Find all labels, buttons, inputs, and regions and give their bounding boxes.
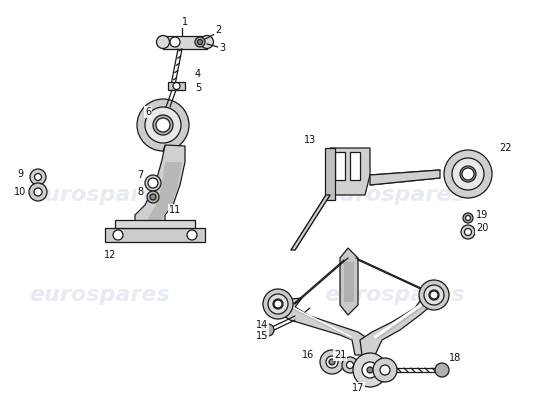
Polygon shape	[291, 195, 330, 250]
Polygon shape	[360, 292, 440, 355]
Circle shape	[465, 228, 471, 236]
Polygon shape	[370, 170, 440, 185]
Polygon shape	[168, 82, 185, 90]
Text: 22: 22	[499, 143, 512, 153]
Circle shape	[320, 350, 344, 374]
Polygon shape	[330, 148, 370, 195]
Text: eurospares: eurospares	[324, 285, 465, 305]
Circle shape	[197, 40, 202, 44]
Ellipse shape	[273, 299, 283, 309]
Text: 4: 4	[195, 69, 201, 79]
Text: eurospares: eurospares	[30, 285, 170, 305]
Circle shape	[29, 183, 47, 201]
Text: 3: 3	[219, 43, 225, 53]
Text: 20: 20	[476, 223, 488, 233]
Ellipse shape	[153, 115, 173, 135]
Text: 8: 8	[137, 187, 143, 197]
Circle shape	[170, 37, 180, 47]
Circle shape	[463, 213, 473, 223]
Text: eurospares: eurospares	[324, 185, 465, 205]
Circle shape	[173, 82, 180, 90]
Text: 11: 11	[169, 205, 181, 215]
Ellipse shape	[145, 107, 181, 143]
Circle shape	[373, 358, 397, 382]
Circle shape	[195, 37, 205, 47]
Text: 21: 21	[334, 350, 346, 360]
Polygon shape	[340, 248, 358, 315]
Circle shape	[34, 188, 42, 196]
Polygon shape	[344, 262, 354, 302]
Circle shape	[465, 216, 470, 220]
Ellipse shape	[429, 290, 439, 300]
Circle shape	[342, 357, 358, 373]
Text: 5: 5	[195, 83, 201, 93]
Text: 15: 15	[256, 331, 268, 341]
Ellipse shape	[419, 280, 449, 310]
Circle shape	[113, 230, 123, 240]
Text: 9: 9	[17, 169, 23, 179]
Circle shape	[461, 225, 475, 239]
Circle shape	[156, 118, 170, 132]
Text: 10: 10	[14, 187, 26, 197]
Circle shape	[148, 178, 158, 188]
Circle shape	[329, 359, 335, 365]
Circle shape	[150, 194, 156, 200]
Text: 19: 19	[476, 210, 488, 220]
Circle shape	[35, 174, 41, 180]
Ellipse shape	[268, 294, 288, 314]
Circle shape	[435, 363, 449, 377]
Circle shape	[145, 175, 161, 191]
Circle shape	[262, 324, 274, 336]
Circle shape	[353, 353, 387, 387]
Circle shape	[274, 300, 282, 308]
Text: 18: 18	[449, 353, 461, 363]
Circle shape	[187, 230, 197, 240]
Ellipse shape	[460, 166, 476, 182]
Text: 6: 6	[145, 107, 151, 117]
Text: 14: 14	[256, 320, 268, 330]
Polygon shape	[325, 148, 335, 200]
Text: 12: 12	[104, 250, 116, 260]
Polygon shape	[272, 298, 370, 355]
Ellipse shape	[263, 289, 293, 319]
Circle shape	[147, 191, 159, 203]
Ellipse shape	[157, 36, 169, 48]
Polygon shape	[163, 36, 207, 49]
Text: 2: 2	[215, 25, 221, 35]
Ellipse shape	[444, 150, 492, 198]
Bar	[350, 152, 360, 180]
Text: eurospares: eurospares	[30, 185, 170, 205]
Polygon shape	[115, 220, 195, 228]
Circle shape	[362, 362, 378, 378]
Circle shape	[346, 362, 354, 368]
Text: 16: 16	[302, 350, 314, 360]
Polygon shape	[135, 145, 185, 230]
Polygon shape	[148, 162, 182, 225]
Circle shape	[430, 291, 438, 299]
Circle shape	[30, 169, 46, 185]
Ellipse shape	[452, 158, 484, 190]
Text: 17: 17	[352, 383, 364, 393]
Bar	[335, 152, 345, 180]
Circle shape	[367, 367, 373, 373]
Ellipse shape	[424, 285, 444, 305]
Ellipse shape	[137, 99, 189, 151]
Polygon shape	[105, 228, 205, 242]
Ellipse shape	[201, 36, 213, 48]
Text: 7: 7	[137, 170, 143, 180]
Circle shape	[326, 356, 338, 368]
Text: 1: 1	[182, 17, 188, 27]
Circle shape	[380, 365, 390, 375]
Circle shape	[462, 168, 474, 180]
Text: 13: 13	[304, 135, 316, 145]
